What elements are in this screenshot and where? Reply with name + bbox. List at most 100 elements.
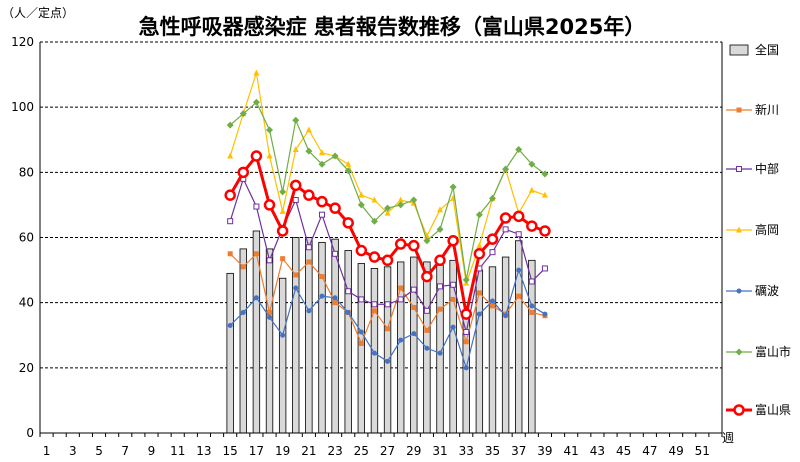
- point: [371, 308, 377, 314]
- x-tick-label: 9: [148, 444, 156, 458]
- point: [318, 211, 325, 218]
- point: [358, 296, 365, 303]
- point: [381, 254, 394, 267]
- y-tick-label: 100: [11, 100, 34, 114]
- legend-label: 富山県: [755, 402, 791, 417]
- point: [384, 209, 391, 216]
- point: [384, 301, 391, 308]
- x-tick-label: 7: [121, 444, 129, 458]
- point: [292, 146, 299, 153]
- point: [411, 305, 417, 311]
- point: [463, 339, 469, 345]
- point: [227, 322, 233, 328]
- point: [423, 237, 431, 245]
- point: [735, 348, 743, 356]
- x-tick-label: 49: [668, 444, 683, 458]
- legend-label: 高岡: [755, 222, 779, 237]
- point: [736, 226, 742, 233]
- x-tick-label: 17: [249, 444, 264, 458]
- bars: [226, 230, 536, 434]
- point: [279, 188, 287, 196]
- legend-label: 新川: [755, 102, 779, 117]
- point: [516, 293, 522, 299]
- point: [512, 210, 525, 223]
- series-礪波: [227, 267, 548, 371]
- point: [486, 233, 499, 245]
- bar: [226, 272, 234, 434]
- y-tick-label: 60: [19, 231, 34, 245]
- bar: [331, 238, 339, 434]
- legend-label: 中部: [755, 161, 779, 176]
- point: [344, 167, 352, 175]
- x-tick-label: 35: [485, 444, 500, 458]
- point: [355, 244, 368, 257]
- point: [250, 150, 263, 162]
- point: [736, 107, 742, 113]
- point: [437, 306, 443, 312]
- point: [319, 293, 325, 299]
- point: [460, 308, 472, 320]
- point: [267, 309, 273, 315]
- y-tick-label: 40: [19, 296, 34, 310]
- point: [329, 202, 341, 214]
- bar: [252, 230, 261, 434]
- point: [421, 270, 433, 283]
- point: [397, 196, 404, 203]
- point: [384, 204, 392, 212]
- point: [542, 311, 548, 317]
- point: [280, 256, 286, 262]
- legend-item: 全国: [729, 42, 779, 57]
- x-tick-label: 51: [695, 444, 710, 458]
- point: [437, 350, 443, 356]
- legend-label: 富山市: [755, 344, 791, 359]
- series-新川: [227, 251, 548, 346]
- point: [499, 212, 512, 224]
- point: [279, 207, 286, 214]
- x-tick-label: 33: [459, 444, 474, 458]
- x-tick-labels: 1 3 5 7 9 11 13 15 17 19 21 23 25 27 29 31 33 35 37 39 41 43 4…: [43, 444, 710, 458]
- bar: [265, 248, 274, 434]
- point: [266, 152, 273, 159]
- point: [398, 337, 404, 343]
- point: [292, 116, 300, 124]
- point: [447, 235, 459, 247]
- point: [475, 211, 483, 219]
- point: [370, 217, 378, 225]
- point: [450, 296, 456, 302]
- point: [529, 309, 535, 315]
- point: [437, 283, 444, 290]
- point: [489, 303, 495, 309]
- y-tick-label: 80: [19, 165, 34, 179]
- point: [450, 281, 457, 288]
- point: [237, 166, 250, 179]
- point: [423, 307, 430, 314]
- x-tick-label: 37: [511, 444, 526, 458]
- bar: [357, 263, 366, 434]
- point: [226, 121, 234, 129]
- point: [408, 239, 420, 252]
- point: [227, 218, 234, 225]
- point: [736, 166, 742, 172]
- point: [503, 313, 509, 319]
- point: [515, 146, 523, 154]
- point: [528, 160, 536, 168]
- point: [476, 242, 483, 249]
- bar: [239, 248, 247, 434]
- bar: [278, 277, 287, 434]
- point: [489, 298, 495, 304]
- y-tick-labels: 0 20 40 60 80 100 120: [11, 35, 34, 440]
- series-line: [229, 72, 546, 284]
- x-tick-label: 41: [564, 444, 579, 458]
- point: [240, 264, 246, 270]
- x-tick-label: 1: [43, 444, 51, 458]
- legend-swatch: [729, 44, 749, 56]
- point: [224, 189, 236, 201]
- point: [332, 250, 339, 257]
- point: [358, 340, 364, 346]
- point: [368, 251, 381, 263]
- point: [515, 231, 522, 238]
- point: [449, 183, 457, 191]
- x-tick-label: 23: [327, 444, 342, 458]
- x-tick-label: 21: [301, 444, 316, 458]
- point: [345, 288, 352, 295]
